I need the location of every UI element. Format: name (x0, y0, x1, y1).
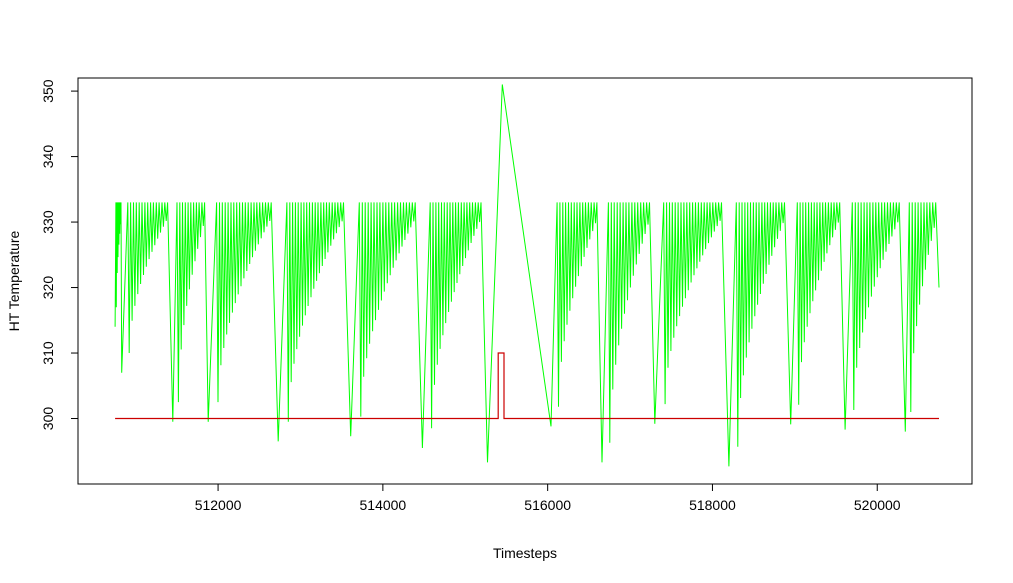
y-tick-label: 340 (40, 145, 56, 169)
series-green-line (114, 84, 940, 467)
x-axis-title: Timesteps (493, 545, 557, 561)
y-tick-label: 320 (40, 276, 56, 300)
x-tick-label: 512000 (195, 497, 242, 513)
y-axis-title: HT Temperature (6, 230, 22, 331)
x-tick-label: 518000 (689, 497, 736, 513)
y-tick-label: 300 (40, 407, 56, 431)
x-tick-label: 520000 (854, 497, 901, 513)
y-tick-label: 310 (40, 341, 56, 365)
y-tick-label: 350 (40, 79, 56, 103)
x-tick-label: 514000 (360, 497, 407, 513)
series-red-line (115, 352, 939, 420)
y-tick-label: 330 (40, 210, 56, 234)
plot-frame (77, 77, 973, 485)
x-tick-label: 516000 (524, 497, 571, 513)
